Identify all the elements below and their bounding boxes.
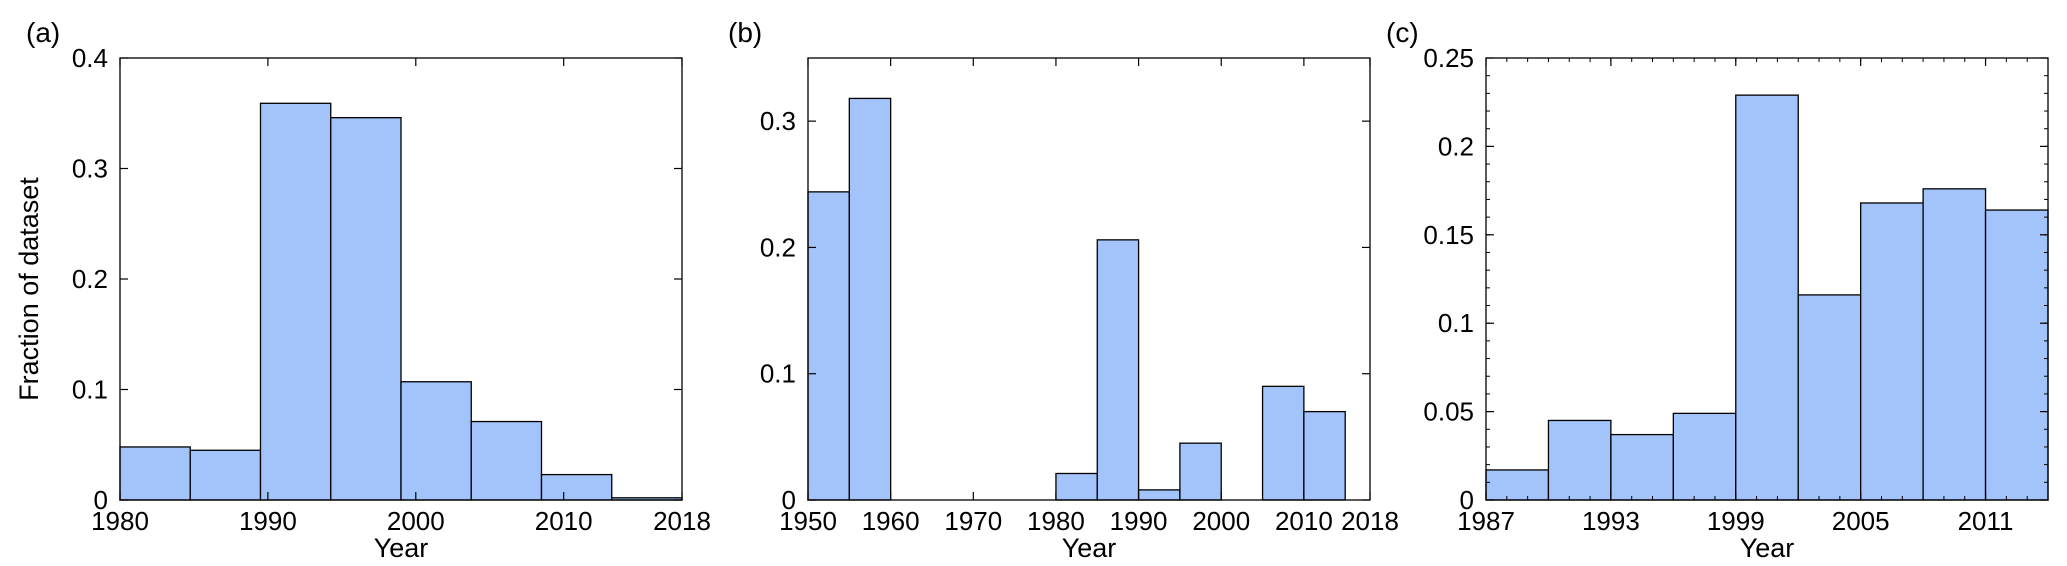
histogram-bar: [1860, 202, 1924, 501]
y-tick-label: 0.1: [760, 359, 796, 389]
x-tick-label: 1970: [944, 506, 1002, 536]
y-tick-label: 0.25: [1423, 43, 1474, 73]
histogram-bar: [1261, 385, 1305, 501]
histogram-bar: [400, 381, 472, 501]
histogram-bar: [1610, 433, 1674, 501]
y-tick-label: 0.1: [72, 375, 108, 405]
y-tick-label: 0.2: [72, 264, 108, 294]
x-tick-label: 1980: [1027, 506, 1085, 536]
y-tick-label: 0.2: [760, 232, 796, 262]
histogram-bar: [1922, 188, 1987, 501]
x-tick-label: 2011: [1958, 506, 2014, 536]
histogram-bar: [540, 473, 613, 501]
y-tick-label: 0.3: [72, 154, 108, 184]
histogram-bar: [1485, 469, 1550, 501]
bars-1: [807, 97, 1346, 501]
histogram-bar: [807, 191, 850, 501]
bars-2: [1485, 94, 2049, 501]
histogram-bar: [1547, 419, 1612, 501]
panel-label: (b): [728, 17, 762, 48]
y-tick-label: 0.1: [1438, 308, 1474, 338]
histogram-bar: [1303, 410, 1346, 501]
y-tick-label: 0: [782, 485, 796, 515]
bars-0: [119, 102, 683, 501]
histogram-bar: [848, 97, 892, 501]
y-tick-label: 0.3: [760, 106, 796, 136]
axes-frame: [1485, 57, 2049, 501]
y-tick-label: 0.2: [1438, 131, 1474, 161]
x-tick-label: 1960: [862, 506, 920, 536]
histogram-bar: [470, 420, 543, 501]
histogram-bar: [119, 446, 191, 501]
x-axis-label: Year: [374, 533, 429, 563]
histogram-bar: [1055, 472, 1098, 501]
x-tick-label: 1987: [1457, 506, 1515, 536]
axes-frame: [807, 57, 1371, 501]
y-tick-label: 0.4: [72, 43, 108, 73]
histogram-bar: [1137, 489, 1181, 501]
y-tick-label: 0: [94, 485, 108, 515]
y-tick-label: 0: [1460, 485, 1474, 515]
histogram-bar: [330, 117, 402, 501]
panel-label: (a): [26, 17, 60, 48]
x-tick-label: 1990: [1110, 506, 1168, 536]
histogram-bar: [1179, 442, 1222, 501]
histogram-bar: [1672, 412, 1737, 501]
y-tick-label: 0.15: [1423, 220, 1474, 250]
chart-panel-0: 1980 1990 2000 2010 2018 0 0.1 0.2 0.3 0.4 Year Fra…: [14, 17, 711, 563]
histogram-bar: [1096, 239, 1140, 501]
histogram-bar: [189, 449, 262, 501]
x-tick-label: 1980: [91, 506, 149, 536]
x-tick-label: 2010: [535, 506, 593, 536]
x-tick-label: 2018: [653, 506, 711, 536]
y-axis-label: Fraction of dataset: [14, 177, 44, 401]
chart-panel-1: 1950 1960 1970 1980 1990 2000 2010 2018 0 0.1 0.2 0…: [728, 17, 1399, 563]
x-tick-label: 1950: [779, 506, 837, 536]
histogram-bar: [259, 102, 332, 501]
x-tick-label: 2018: [1341, 506, 1399, 536]
x-tick-label: 1999: [1707, 506, 1765, 536]
x-tick-label: 2000: [1192, 506, 1250, 536]
y-tick-label: 0.05: [1423, 397, 1474, 427]
histogram-bar: [1735, 94, 1799, 501]
x-axis-label: Year: [1062, 533, 1117, 563]
chart-panel-2: 1987 1993 1999 2005 2011 0 0.05 0.1 0.15 0.2 0.25 Y…: [1386, 17, 2049, 563]
histogram-bar: [1797, 294, 1862, 501]
panel-label: (c): [1386, 17, 1419, 48]
x-tick-label: 1990: [239, 506, 297, 536]
histogram-bar: [1984, 209, 2049, 501]
x-tick-label: 2000: [387, 506, 445, 536]
x-axis-label: Year: [1740, 533, 1795, 563]
x-tick-label: 1993: [1582, 506, 1640, 536]
x-tick-label: 2010: [1275, 506, 1333, 536]
x-tick-label: 2005: [1832, 506, 1890, 536]
